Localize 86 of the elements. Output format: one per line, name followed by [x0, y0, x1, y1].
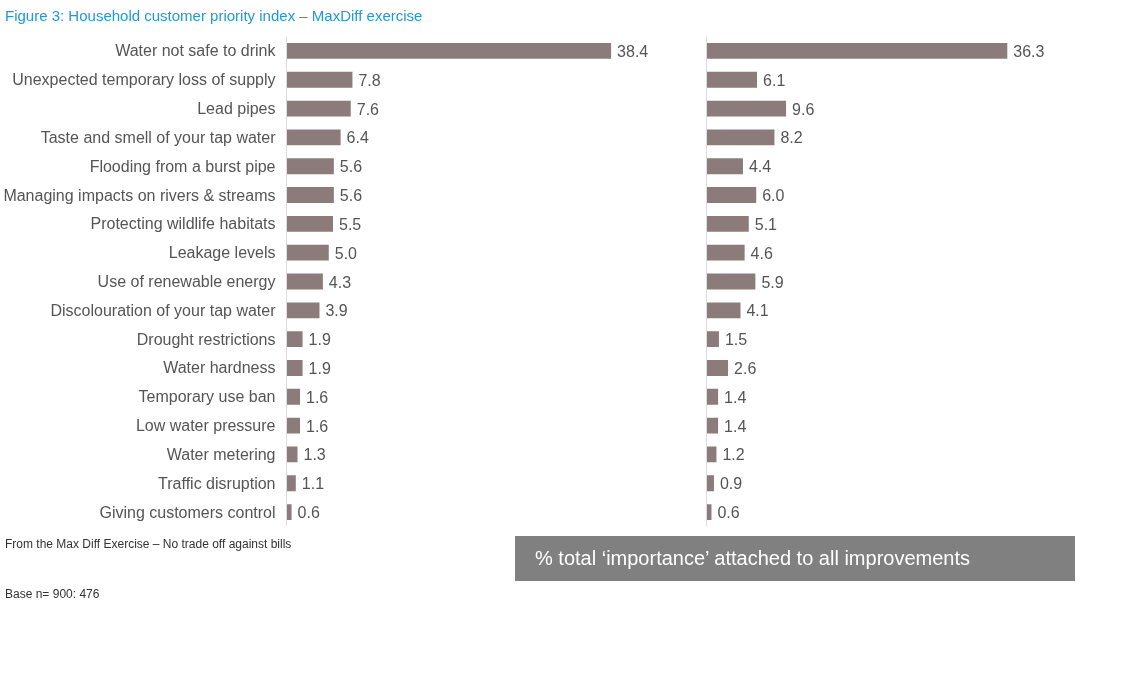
bar: [706, 389, 719, 406]
data-label: 6.0: [762, 187, 785, 205]
bar: [286, 158, 334, 175]
y-tick-label: Taste and smell of your tap water: [40, 129, 277, 147]
bar: [286, 216, 333, 233]
data-label: 7.6: [356, 100, 380, 118]
data-label: 5.6: [339, 158, 363, 176]
data-label: 2.6: [734, 360, 757, 378]
y-tick-label: Traffic disruption: [158, 475, 276, 493]
data-label: 1.6: [306, 418, 329, 436]
data-label: 1.1: [301, 475, 325, 493]
y-tick-label: Drought restrictions: [136, 331, 276, 349]
data-label: 5.5: [338, 216, 362, 234]
bar: [286, 360, 303, 377]
bar: [706, 101, 787, 117]
y-tick-label: Leakage levels: [168, 244, 276, 262]
bar: [706, 245, 745, 262]
y-tick-label: Unexpected temporary loss of supply: [12, 71, 276, 89]
bar: [706, 475, 714, 492]
data-label: 36.3: [1013, 43, 1045, 61]
data-label: 9.6: [792, 100, 815, 118]
bar: [706, 418, 719, 434]
bar: [286, 129, 341, 146]
bar: [286, 389, 301, 406]
y-tick-label: Temporary use ban: [138, 388, 276, 406]
y-tick-label: Water hardness: [163, 359, 276, 377]
data-label: 1.9: [308, 331, 331, 349]
y-tick-label: Water not safe to drink: [115, 42, 277, 60]
data-label: 5.1: [754, 216, 778, 234]
data-label: 0.9: [719, 475, 743, 493]
data-label: 1.6: [306, 389, 329, 407]
bar: [286, 418, 301, 434]
data-label: 0.6: [297, 504, 320, 522]
data-label: 8.2: [780, 129, 803, 147]
data-label: 4.6: [750, 245, 773, 263]
bar: [286, 274, 323, 290]
bar: [286, 43, 612, 60]
bar: [286, 187, 334, 204]
data-label: 6.1: [763, 72, 786, 90]
bar: [706, 302, 741, 319]
data-label: 1.4: [724, 418, 747, 436]
y-tick-label: Use of renewable energy: [97, 273, 276, 291]
y-tick-label: Protecting wildlife habitats: [90, 215, 276, 233]
bar: [706, 43, 1008, 60]
bar: [286, 72, 353, 89]
bar: [286, 101, 351, 117]
data-label: 1.9: [308, 360, 331, 378]
text: Base n= 900: 476: [5, 586, 100, 604]
bar: [706, 216, 749, 233]
data-label: 1.5: [724, 331, 748, 349]
y-tick-label: Water metering: [166, 446, 276, 464]
data-label: 1.2: [722, 446, 745, 464]
y-tick-label: Flooding from a burst pipe: [89, 158, 276, 176]
y-tick-label: Giving customers control: [99, 504, 276, 522]
bar: [706, 187, 757, 204]
bar: [706, 274, 756, 290]
bar: [706, 129, 775, 146]
data-label: 38.4: [617, 43, 649, 61]
data-label: 5.6: [339, 187, 363, 205]
y-tick-label: Lead pipes: [197, 100, 276, 118]
bar: [286, 331, 303, 348]
y-tick-label: Managing impacts on rivers & streams: [3, 186, 276, 204]
bar: [706, 331, 719, 348]
bar: [706, 72, 758, 89]
data-label: 7.8: [358, 72, 381, 90]
data-label: 4.4: [748, 158, 772, 176]
data-label: 0.6: [717, 504, 740, 522]
data-label: 1.3: [303, 446, 326, 464]
bar: [286, 475, 296, 492]
data-label: 5.0: [334, 245, 358, 263]
data-label: 1.4: [724, 389, 747, 407]
data-label: 6.4: [346, 129, 369, 147]
y-tick-label: Discolouration of your tap water: [50, 302, 277, 320]
text: % total ‘importance’ attached to all improvements: [535, 546, 971, 572]
bar: [706, 360, 729, 377]
text: From the Max Diff Exercise – No trade off against bills: [5, 536, 292, 554]
data-label: 3.9: [325, 302, 348, 320]
bar: [286, 504, 292, 521]
data-label: 4.1: [746, 302, 769, 320]
data-label: 4.3: [328, 273, 352, 291]
data-label: 5.9: [761, 273, 784, 291]
bar: [286, 245, 329, 262]
y-tick-label: Low water pressure: [135, 417, 276, 435]
chart-title: Figure 3: Household customer priority index – MaxDiff exercise: [5, 6, 423, 26]
bar: [286, 302, 320, 319]
bar: [706, 158, 743, 175]
